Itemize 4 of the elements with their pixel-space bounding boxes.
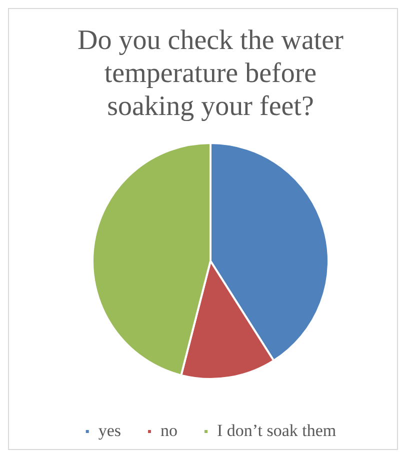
legend-label: I don’t soak them (217, 420, 336, 440)
legend-label: yes (98, 420, 122, 440)
legend-label: no (160, 420, 178, 440)
chart-title: Do you check the water temperature before soaking your feet? (76, 24, 344, 123)
